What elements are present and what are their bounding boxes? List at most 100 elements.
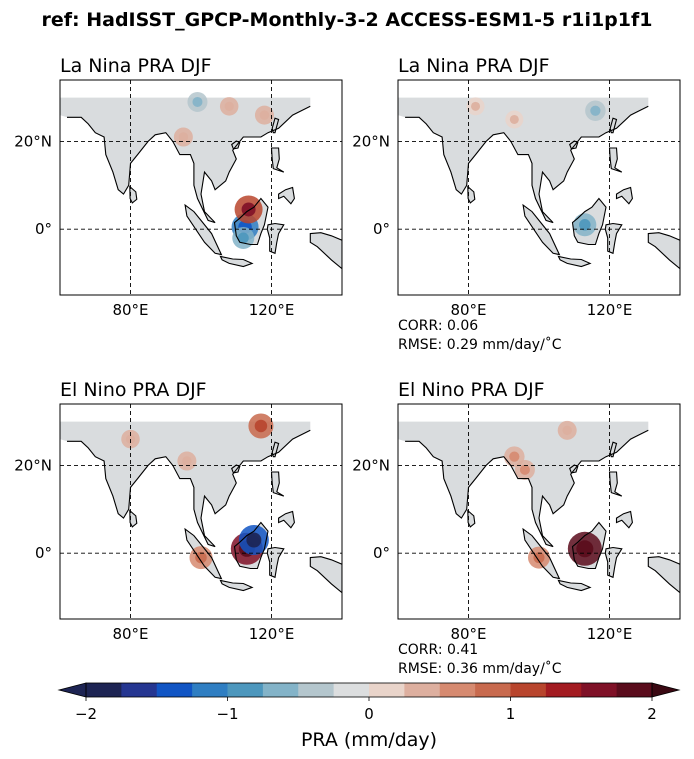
island-coastline bbox=[309, 232, 342, 270]
anomaly-core bbox=[182, 456, 192, 466]
island-field bbox=[272, 442, 279, 457]
island-coastline bbox=[233, 521, 269, 570]
island-coastline bbox=[615, 510, 633, 529]
colorbar-swatch bbox=[298, 683, 335, 697]
map-area bbox=[398, 80, 680, 295]
anomaly-core bbox=[562, 425, 572, 436]
island-coastline bbox=[522, 527, 561, 580]
island-field bbox=[648, 232, 680, 269]
map-panel: La Nina PRA DJF 80°E 120°E 20°N 0° CORR: 0.06… bbox=[352, 55, 681, 353]
island-field bbox=[610, 118, 617, 133]
x-tick-label: 120°E bbox=[587, 625, 633, 643]
rmse-stat: RMSE: 0.29 mm/day/˚C bbox=[398, 336, 562, 353]
anomaly-core bbox=[519, 464, 530, 475]
island-field bbox=[616, 511, 633, 528]
colorbar-tick-label: −1 bbox=[216, 705, 238, 723]
island-field bbox=[467, 186, 475, 203]
colorbar-label: PRA (mm/day) bbox=[301, 729, 437, 751]
island-coastline bbox=[609, 117, 618, 134]
island-coastline bbox=[609, 441, 618, 458]
panel-title: El Nino PRA DJF bbox=[398, 379, 545, 401]
land-field bbox=[60, 421, 311, 547]
land-field bbox=[398, 421, 649, 547]
island-coastline bbox=[608, 471, 623, 497]
island-coastline bbox=[270, 147, 285, 173]
y-tick-label: 0° bbox=[35, 220, 52, 238]
map-area bbox=[398, 404, 680, 619]
island-field bbox=[271, 148, 284, 173]
colorbar: −2 −1 0 1 2 PRA (mm/day) bbox=[57, 682, 681, 751]
island-coastline bbox=[271, 117, 280, 134]
colorbar-swatch bbox=[227, 683, 264, 697]
island-coastline bbox=[467, 509, 476, 528]
anomaly-core bbox=[178, 132, 189, 142]
island-field bbox=[610, 442, 617, 457]
island-coastline bbox=[184, 527, 223, 580]
x-tick-label: 120°E bbox=[249, 301, 295, 319]
corr-stat: CORR: 0.06 bbox=[398, 318, 478, 334]
island-field bbox=[271, 472, 284, 497]
x-tick-label: 120°E bbox=[587, 301, 633, 319]
anomaly-core bbox=[509, 451, 520, 462]
island-coastline bbox=[647, 556, 680, 594]
colorbar-swatch bbox=[510, 683, 547, 697]
map-frame bbox=[397, 403, 681, 620]
land-field bbox=[398, 97, 649, 223]
colorbar-tick-label: −2 bbox=[75, 705, 97, 723]
island-field bbox=[609, 472, 622, 497]
anomaly-core bbox=[254, 419, 268, 433]
y-tick-label: 20°N bbox=[352, 132, 390, 150]
colorbar-swatch bbox=[333, 683, 370, 697]
island-coastline bbox=[219, 579, 254, 592]
island-coastline bbox=[266, 546, 285, 579]
coastline bbox=[67, 105, 311, 224]
colorbar-extend-low bbox=[57, 682, 87, 698]
anomaly-core bbox=[471, 101, 481, 111]
island-field bbox=[220, 256, 253, 267]
y-tick-label: 20°N bbox=[352, 456, 390, 474]
island-coastline bbox=[522, 203, 561, 256]
figure-title: ref: HadISST_GPCP-Monthly-3-2 ACCESS-ESM… bbox=[42, 9, 653, 31]
island-field bbox=[278, 187, 295, 204]
panel-title: El Nino PRA DJF bbox=[60, 379, 207, 401]
land-field bbox=[60, 97, 311, 223]
colorbar-swatch bbox=[475, 683, 511, 697]
map-panel: El Nino PRA DJF 80°E 120°E 20°N 0° CORR: 0.41… bbox=[352, 379, 681, 677]
colorbar-swatch bbox=[581, 683, 618, 697]
island-coastline bbox=[557, 255, 592, 268]
island-field bbox=[220, 580, 253, 591]
island-field bbox=[310, 556, 342, 593]
island-field bbox=[616, 187, 633, 204]
island-field bbox=[467, 510, 475, 527]
colorbar-tick-label: 2 bbox=[647, 705, 657, 723]
island-coastline bbox=[571, 197, 607, 246]
y-tick-label: 20°N bbox=[14, 132, 52, 150]
island-coastline bbox=[278, 186, 295, 205]
anomaly-core bbox=[576, 540, 594, 558]
anomaly-core bbox=[579, 219, 591, 231]
coastline bbox=[67, 429, 311, 548]
anomaly-core bbox=[533, 552, 545, 564]
colorbar-swatch bbox=[156, 683, 193, 697]
island-coastline bbox=[278, 510, 295, 529]
anomaly-core bbox=[246, 532, 262, 548]
island-coastline bbox=[615, 186, 633, 205]
anomaly-core bbox=[192, 96, 203, 107]
map-frame bbox=[59, 403, 343, 620]
coastline bbox=[405, 429, 649, 548]
island-field bbox=[558, 256, 591, 267]
colorbar-swatch bbox=[439, 683, 476, 697]
island-coastline bbox=[309, 556, 342, 594]
y-tick-label: 0° bbox=[373, 220, 390, 238]
rmse-stat: RMSE: 0.36 mm/day/˚C bbox=[398, 660, 562, 677]
anomaly-core bbox=[259, 110, 270, 120]
anomaly-core bbox=[224, 101, 234, 111]
island-field bbox=[609, 148, 622, 173]
corr-stat: CORR: 0.41 bbox=[398, 642, 478, 658]
island-field bbox=[129, 510, 137, 527]
map-frame bbox=[59, 79, 343, 296]
anomaly-core bbox=[237, 232, 249, 244]
island-coastline bbox=[129, 509, 138, 528]
